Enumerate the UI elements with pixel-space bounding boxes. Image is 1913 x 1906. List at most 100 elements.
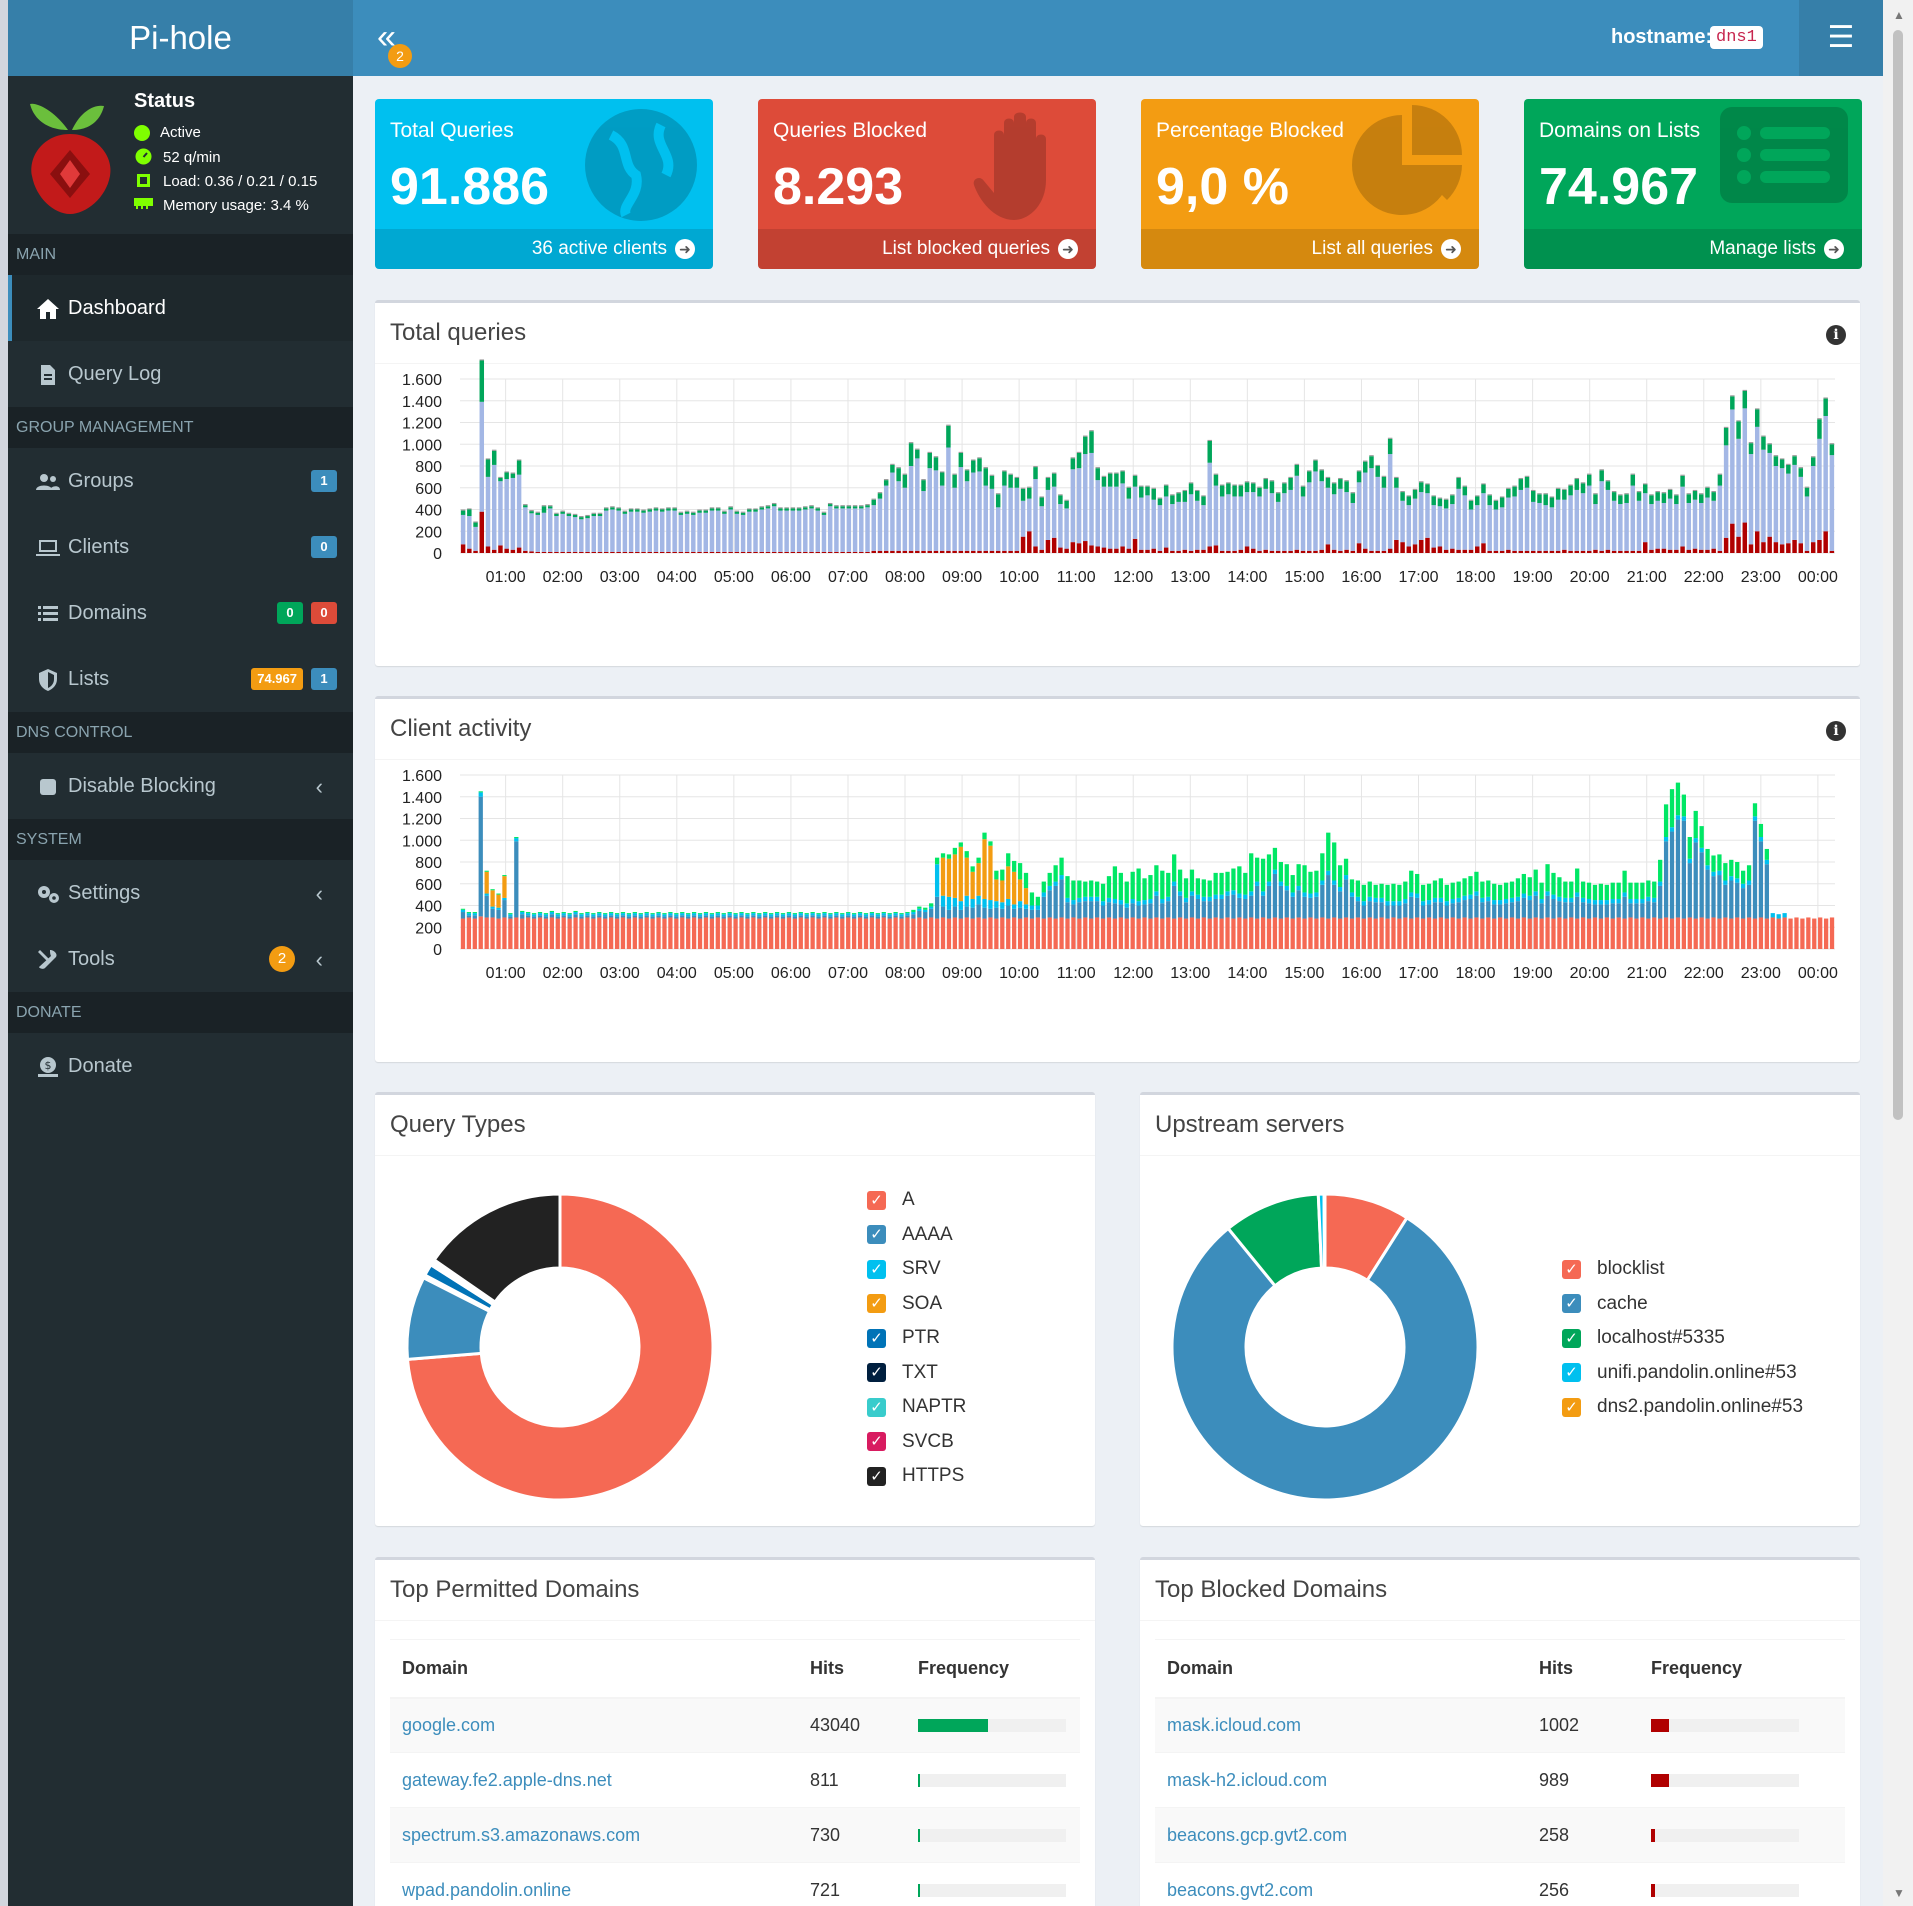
bar-other (1126, 486, 1132, 488)
scroll-thumb[interactable] (1893, 30, 1903, 1120)
info-icon[interactable]: i (1826, 325, 1846, 345)
bar-other (678, 511, 684, 513)
stat-footer-link[interactable]: List all queries ➜ (1141, 229, 1479, 269)
legend-item[interactable]: ✓ PTR (867, 1321, 966, 1356)
sidebar-toggle-button[interactable]: « (377, 18, 396, 56)
query-types-pie[interactable] (375, 1095, 735, 1529)
bar-client-5 (1409, 870, 1414, 893)
sidebar-item-groups[interactable]: Groups 1 (8, 448, 353, 514)
column-header-domain[interactable]: Domain (390, 1639, 798, 1699)
column-header-domain[interactable]: Domain (1155, 1639, 1527, 1699)
domain-link[interactable]: spectrum.s3.amazonaws.com (402, 1824, 641, 1845)
sidebar-item-disable-blocking[interactable]: Disable Blocking ‹ (8, 753, 353, 819)
checkbox-icon[interactable]: ✓ (867, 1190, 886, 1210)
sidebar-item-tools[interactable]: Tools 2 ‹ (8, 926, 353, 992)
domain-link[interactable]: beacons.gcp.gvt2.com (1167, 1824, 1348, 1845)
checkbox-icon[interactable]: ✓ (1562, 1294, 1581, 1314)
bar-client-2 (1035, 909, 1040, 918)
bar-client-5 (585, 912, 590, 914)
legend-item[interactable]: ✓ NAPTR (867, 1390, 966, 1425)
column-header-hits[interactable]: Hits (798, 1639, 906, 1699)
domain-link[interactable]: mask.icloud.com (1167, 1714, 1302, 1735)
bar-cached (1300, 496, 1306, 551)
legend-item[interactable]: ✓ localhost#5335 (1562, 1321, 1803, 1356)
bar-client-5 (609, 912, 614, 914)
legend-item[interactable]: ✓ blocklist (1562, 1252, 1803, 1287)
sidebar-item-lists[interactable]: Lists 74.967 1 (8, 646, 353, 712)
legend-item[interactable]: ✓ SRV (867, 1252, 966, 1287)
legend-item[interactable]: ✓ TXT (867, 1356, 966, 1391)
checkbox-icon[interactable]: ✓ (867, 1466, 886, 1486)
legend-item[interactable]: ✓ unifi.pandolin.online#53 (1562, 1356, 1803, 1391)
legend-label: blocklist (1597, 1258, 1665, 1280)
bar-other (1219, 484, 1225, 486)
bar-client-1 (1035, 917, 1040, 949)
checkbox-icon[interactable]: ✓ (867, 1259, 886, 1279)
stat-footer-link[interactable]: Manage lists ➜ (1524, 229, 1862, 269)
domain-link[interactable]: google.com (402, 1714, 496, 1735)
legend-item[interactable]: ✓ SVCB (867, 1425, 966, 1460)
checkbox-icon[interactable]: ✓ (867, 1432, 886, 1452)
bar-cached (790, 510, 796, 552)
bar-client-3 (703, 913, 709, 916)
bar-client-3 (881, 913, 886, 916)
domain-link[interactable]: gateway.fe2.apple-dns.net (402, 1769, 612, 1790)
legend-item[interactable]: ✓ dns2.pandolin.online#53 (1562, 1390, 1803, 1425)
app-logo[interactable]: Pi-hole (8, 0, 353, 76)
bar-blocked (597, 551, 603, 553)
upstream-servers-pie[interactable] (1140, 1095, 1500, 1529)
legend-item[interactable]: ✓ SOA (867, 1287, 966, 1322)
bar-blocked (1145, 549, 1150, 553)
page-scrollbar[interactable]: ▲ ▼ (1883, 0, 1913, 1906)
column-header-hits[interactable]: Hits (1527, 1639, 1639, 1699)
bar-client-1 (1361, 918, 1366, 949)
legend-item[interactable]: ✓ A (867, 1183, 966, 1218)
checkbox-icon[interactable]: ✓ (867, 1397, 886, 1417)
domain-link[interactable]: beacons.gvt2.com (1167, 1879, 1314, 1900)
box-title: Total queries (390, 319, 527, 346)
scroll-up-icon[interactable]: ▲ (1893, 8, 1905, 22)
sidebar-item-settings[interactable]: Settings ‹ (8, 860, 353, 926)
x-tick-label: 01:00 (486, 569, 526, 586)
bar-other (1549, 496, 1555, 498)
legend-item[interactable]: ✓ AAAA (867, 1218, 966, 1253)
bar-client-5 (1675, 782, 1681, 816)
domain-link[interactable]: wpad.pandolin.online (402, 1879, 572, 1900)
checkbox-icon[interactable]: ✓ (1562, 1328, 1581, 1348)
stat-footer-link[interactable]: 36 active clients ➜ (375, 229, 713, 269)
bar-other (1580, 482, 1586, 484)
scroll-down-icon[interactable]: ▼ (1893, 1886, 1905, 1900)
column-header-frequency[interactable]: Frequency (1639, 1639, 1845, 1699)
menu-toggle-button[interactable]: ☰ (1799, 0, 1883, 76)
legend-item[interactable]: ✓ HTTPS (867, 1459, 966, 1494)
domain-link[interactable]: mask-h2.icloud.com (1167, 1769, 1328, 1790)
checkbox-icon[interactable]: ✓ (867, 1328, 886, 1348)
bar-forwarded (1618, 495, 1623, 505)
status-load: Load: 0.36 / 0.21 / 0.15 (134, 172, 317, 191)
bar-blocked (784, 551, 789, 553)
sidebar-item-querylog[interactable]: Query Log (8, 341, 353, 407)
sidebar-item-donate[interactable]: $ Donate (8, 1033, 353, 1099)
legend-label: TXT (902, 1361, 938, 1383)
bar-client-5 (1717, 854, 1722, 871)
bar-cached (983, 485, 988, 551)
bar-blocked (859, 551, 864, 553)
info-icon[interactable]: i (1826, 721, 1846, 741)
checkbox-icon[interactable]: ✓ (1562, 1259, 1581, 1279)
checkbox-icon[interactable]: ✓ (867, 1363, 886, 1383)
checkbox-icon[interactable]: ✓ (867, 1294, 886, 1314)
bar-cached (1630, 485, 1636, 551)
checkbox-icon[interactable]: ✓ (1562, 1397, 1581, 1417)
column-header-frequency[interactable]: Frequency (906, 1639, 1080, 1699)
checkbox-icon[interactable]: ✓ (867, 1225, 886, 1245)
legend-item[interactable]: ✓ cache (1562, 1287, 1803, 1322)
bar-other (491, 449, 497, 451)
checkbox-icon[interactable]: ✓ (1562, 1363, 1581, 1383)
stat-footer-link[interactable]: List blocked queries ➜ (758, 229, 1096, 269)
sidebar-item-dashboard[interactable]: Dashboard (8, 275, 353, 341)
sidebar-item-clients[interactable]: Clients 0 (8, 514, 353, 580)
bar-client-3 (1035, 905, 1040, 910)
